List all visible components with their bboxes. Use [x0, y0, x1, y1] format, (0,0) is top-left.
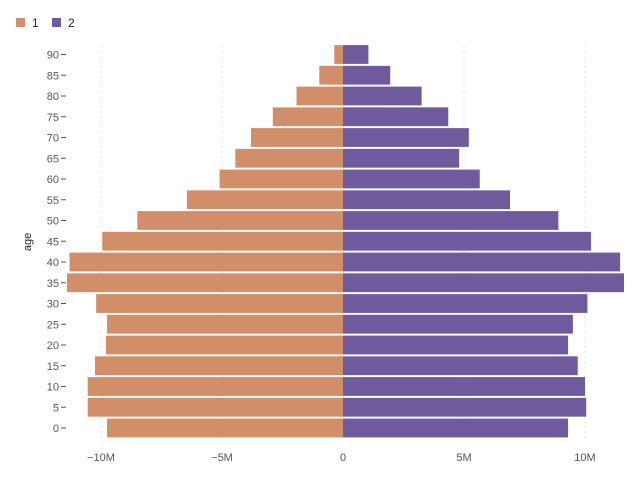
- y-tick-label-60: 60: [47, 174, 59, 186]
- legend-label-1[interactable]: 1: [32, 16, 39, 30]
- y-tick-label-5: 5: [53, 402, 59, 414]
- legend-swatch-2[interactable]: [52, 18, 61, 27]
- bar-series-1-age-45[interactable]: [102, 231, 344, 251]
- bar-series-2-age-30[interactable]: [343, 294, 588, 313]
- x-tick-label-0: −10M: [87, 452, 115, 464]
- y-tick-label-80: 80: [47, 91, 59, 103]
- bar-series-1-age-65[interactable]: [235, 148, 343, 168]
- bars-layer: [67, 45, 624, 438]
- y-tick-label-35: 35: [47, 278, 59, 290]
- x-tick-label-1: −5M: [211, 452, 233, 464]
- bar-series-2-age-5[interactable]: [343, 397, 587, 417]
- y-tick-label-0: 0: [53, 423, 59, 435]
- y-axis-title: age: [22, 233, 34, 251]
- y-tick-label-65: 65: [47, 153, 59, 165]
- bar-series-1-age-0[interactable]: [107, 418, 343, 438]
- bar-series-1-age-55[interactable]: [186, 190, 343, 210]
- bar-series-2-age-80[interactable]: [343, 86, 422, 106]
- bar-series-1-age-70[interactable]: [251, 128, 343, 147]
- bar-series-2-age-60[interactable]: [343, 169, 480, 189]
- y-tick-label-30: 30: [47, 299, 59, 311]
- bar-series-2-age-0[interactable]: [343, 418, 569, 438]
- bar-series-1-age-85[interactable]: [319, 65, 343, 85]
- bar-series-2-age-65[interactable]: [343, 148, 460, 168]
- x-tick-label-3: 5M: [456, 452, 471, 464]
- bar-series-1-age-25[interactable]: [107, 314, 343, 334]
- bar-series-1-age-60[interactable]: [219, 169, 343, 189]
- bar-series-2-age-70[interactable]: [343, 128, 469, 147]
- y-tick-label-85: 85: [47, 70, 59, 82]
- bar-series-2-age-75[interactable]: [343, 107, 449, 127]
- y-tick-label-45: 45: [47, 236, 59, 248]
- bar-series-2-age-35[interactable]: [343, 273, 624, 293]
- y-axis: 0 5 10 15 20 25 30 35 40 45 50 55 60 65 70 75 80 85 90: [47, 50, 66, 435]
- bar-series-1-age-50[interactable]: [137, 211, 343, 230]
- y-tick-label-75: 75: [47, 112, 59, 124]
- x-tick-label-4: 10M: [574, 452, 595, 464]
- bar-series-2-age-50[interactable]: [343, 211, 559, 230]
- y-tick-label-10: 10: [47, 382, 59, 394]
- bar-series-1-age-15[interactable]: [94, 356, 343, 376]
- bar-series-2-age-40[interactable]: [343, 252, 621, 272]
- bar-series-1-age-30[interactable]: [96, 294, 343, 313]
- bar-series-1-age-80[interactable]: [296, 86, 343, 106]
- bar-series-1-age-5[interactable]: [87, 397, 343, 417]
- legend-label-2[interactable]: 2: [68, 16, 75, 30]
- y-tick-label-25: 25: [47, 319, 59, 331]
- y-tick-label-40: 40: [47, 257, 59, 269]
- bar-series-2-age-20[interactable]: [343, 335, 569, 355]
- y-tick-label-50: 50: [47, 216, 59, 228]
- bar-series-2-age-90[interactable]: [343, 45, 369, 64]
- y-tick-label-70: 70: [47, 133, 59, 145]
- x-axis: −10M −5M 0 5M 10M: [87, 452, 596, 464]
- y-tick-label-55: 55: [47, 195, 59, 207]
- legend-swatch-1[interactable]: [16, 18, 25, 27]
- bar-series-2-age-25[interactable]: [343, 314, 573, 334]
- bar-series-2-age-10[interactable]: [343, 377, 585, 396]
- y-tick-label-90: 90: [47, 50, 59, 62]
- bar-series-2-age-45[interactable]: [343, 231, 592, 251]
- bar-series-1-age-20[interactable]: [105, 335, 343, 355]
- bar-series-1-age-75[interactable]: [272, 107, 343, 127]
- bar-series-2-age-85[interactable]: [343, 65, 391, 85]
- bar-series-1-age-35[interactable]: [67, 273, 343, 293]
- bar-series-1-age-10[interactable]: [87, 377, 343, 396]
- y-tick-label-20: 20: [47, 340, 59, 352]
- x-tick-label-2: 0: [340, 452, 346, 464]
- bar-series-1-age-90[interactable]: [334, 45, 343, 64]
- bar-series-1-age-40[interactable]: [69, 252, 343, 272]
- bar-series-2-age-55[interactable]: [343, 190, 510, 210]
- y-tick-label-15: 15: [47, 361, 59, 373]
- bar-series-2-age-15[interactable]: [343, 356, 578, 376]
